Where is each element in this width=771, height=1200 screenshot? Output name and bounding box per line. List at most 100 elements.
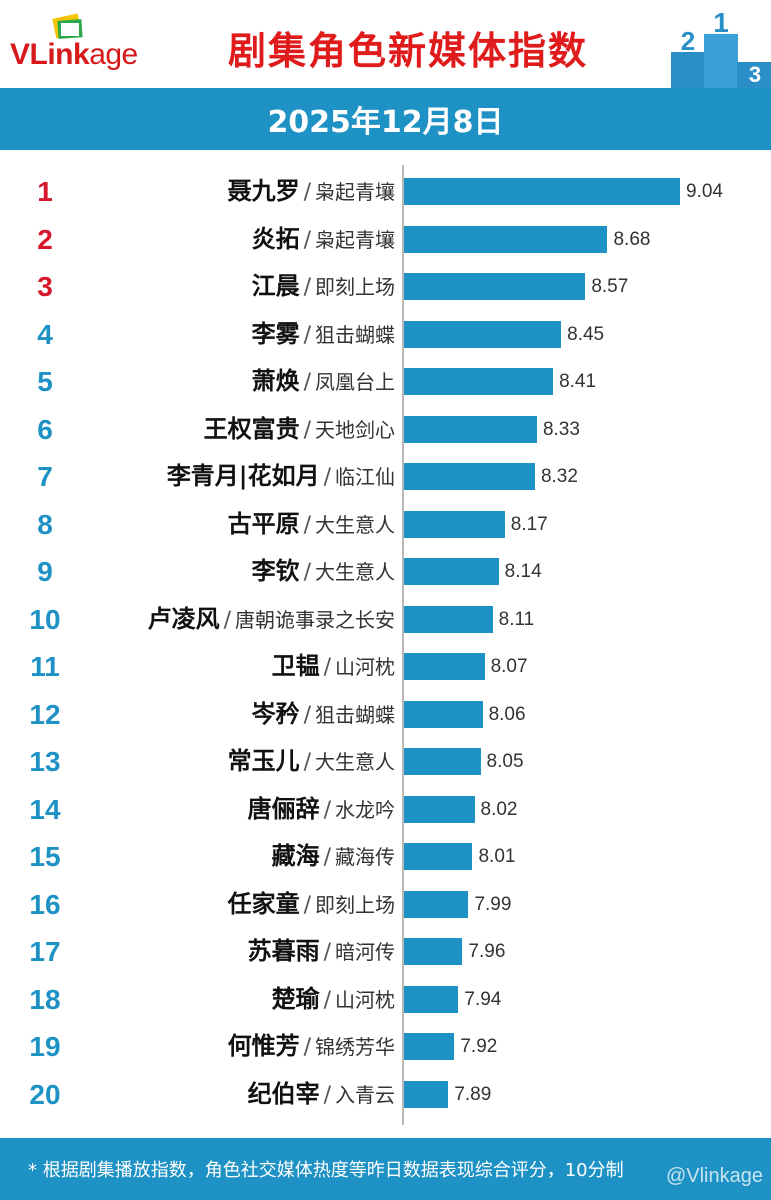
- bar: [404, 463, 535, 490]
- show-title: 临江仙: [335, 465, 395, 489]
- logo-icon: [52, 13, 83, 39]
- rank-number: 17: [29, 936, 61, 967]
- rank-number: 3: [37, 271, 53, 302]
- rank-number: 2: [37, 223, 53, 255]
- show-title: 唐朝诡事录之长安: [235, 607, 395, 632]
- bar-value-label: 8.45: [567, 323, 605, 345]
- character-name: 楚瑜: [271, 984, 320, 1013]
- bar: [404, 1080, 449, 1108]
- bar: [404, 273, 586, 300]
- page-title: 剧集角色新媒体指数: [228, 29, 589, 73]
- show-title: 即刻上场: [315, 275, 395, 299]
- label-separator: /: [323, 1082, 331, 1108]
- show-title: 大生意人: [315, 512, 395, 537]
- bar: [404, 178, 680, 205]
- rank-number: 10: [29, 603, 61, 635]
- logo-text: VLinkage: [10, 38, 138, 72]
- logo: VLinkage: [10, 12, 180, 76]
- bar: [404, 795, 475, 823]
- bar-value-label: 7.99: [474, 893, 512, 915]
- character-name: 唐俪辞: [247, 794, 320, 823]
- character-name: 任家童: [227, 889, 300, 918]
- bar-label: 炎拓 / 枭起青壤: [252, 224, 395, 256]
- character-name: 李钦: [251, 557, 300, 585]
- bar-value-label: 7.94: [464, 988, 502, 1010]
- bar-label: 纪伯宰 / 入青云: [248, 1079, 395, 1111]
- bar-label: 萧焕 / 凤凰台上: [252, 366, 395, 398]
- bar-value-label: 8.17: [510, 513, 548, 535]
- bar-value-label: 8.07: [490, 656, 528, 677]
- character-name: 纪伯宰: [247, 1079, 320, 1108]
- footer-note: * 根据剧集播放指数，角色社交媒体热度等昨日数据表现综合评分，10分制: [28, 1160, 624, 1181]
- label-separator: /: [303, 560, 311, 585]
- bar-value-label: 8.33: [542, 418, 580, 440]
- show-title: 天地剑心: [315, 417, 395, 442]
- bar-label: 古平原 / 大生意人: [228, 509, 395, 541]
- show-title: 锦绣芳华: [315, 1035, 395, 1059]
- rank-number: 15: [29, 841, 61, 872]
- show-title: 入青云: [335, 1082, 395, 1107]
- bar: [404, 653, 485, 680]
- watermark: @Vlinkage: [665, 1165, 763, 1187]
- label-separator: /: [303, 370, 311, 395]
- label-separator: /: [323, 845, 331, 870]
- label-separator: /: [303, 892, 311, 918]
- bar: [404, 368, 554, 395]
- rank-number: 1: [37, 176, 53, 207]
- show-title: 狙击蝴蝶: [315, 322, 395, 347]
- bar-value-label: 8.57: [591, 276, 629, 297]
- logo-text-age: age: [89, 38, 138, 71]
- label-separator: /: [303, 322, 311, 348]
- character-name: 古平原: [227, 509, 300, 538]
- rank-number: 8: [37, 508, 53, 540]
- podium-label-2: 2: [681, 26, 695, 56]
- rank-number: 18: [29, 983, 61, 1015]
- show-title: 暗河传: [335, 940, 395, 964]
- bar: [404, 558, 499, 585]
- character-name: 萧焕: [251, 367, 300, 395]
- rank-number: 7: [37, 461, 53, 492]
- rank-number: 9: [37, 556, 53, 587]
- show-title: 山河枕: [335, 987, 395, 1012]
- label-separator: /: [323, 797, 331, 823]
- show-title: 大生意人: [315, 560, 395, 584]
- show-title: 即刻上场: [315, 892, 395, 917]
- character-name: 常玉儿: [227, 747, 300, 775]
- character-name: 江晨: [251, 272, 300, 300]
- bar-value-label: 8.68: [613, 228, 651, 250]
- bar-value-label: 8.41: [559, 371, 597, 392]
- show-title: 枭起青壤: [315, 180, 395, 204]
- bar: [404, 320, 562, 348]
- bar-label: 何惟芳 / 锦绣芳华: [228, 1031, 395, 1063]
- character-name: 聂九罗: [227, 177, 300, 205]
- bar-label: 李雾 / 狙击蝴蝶: [252, 319, 395, 351]
- bar-label: 楚瑜 / 山河枕: [272, 984, 395, 1016]
- podium-label-1: 1: [713, 12, 729, 38]
- bar-value-label: 7.89: [454, 1083, 492, 1105]
- rank-number: 11: [30, 651, 60, 682]
- character-name: 李青月|花如月: [166, 462, 320, 490]
- bar-value-label: 8.02: [480, 798, 518, 820]
- footer: * 根据剧集播放指数，角色社交媒体热度等昨日数据表现综合评分，10分制 @Vli…: [0, 1138, 771, 1200]
- rank-number: 16: [29, 888, 61, 920]
- show-title: 狙击蝴蝶: [315, 702, 395, 727]
- label-separator: /: [323, 987, 331, 1013]
- bar-label: 岑矜 / 狙击蝴蝶: [252, 699, 395, 731]
- bar-value-label: 8.06: [488, 703, 526, 725]
- bar: [404, 1033, 455, 1060]
- logo-text-vlink: VLink: [10, 38, 90, 71]
- character-name: 苏暮雨: [247, 937, 320, 965]
- label-separator: /: [303, 417, 311, 443]
- header: VLinkage 剧集角色新媒体指数 2 1 3: [0, 0, 771, 90]
- bar: [404, 415, 537, 443]
- character-name: 炎拓: [251, 224, 300, 253]
- bar: [404, 985, 459, 1013]
- bar: [404, 748, 481, 775]
- bar: [404, 510, 505, 538]
- bar-label: 卫韫 / 山河枕: [272, 651, 395, 683]
- label-separator: /: [303, 512, 311, 538]
- label-separator: /: [303, 180, 311, 205]
- label-separator: /: [303, 1035, 311, 1060]
- bar-label: 唐俪辞 / 水龙吟: [248, 794, 395, 826]
